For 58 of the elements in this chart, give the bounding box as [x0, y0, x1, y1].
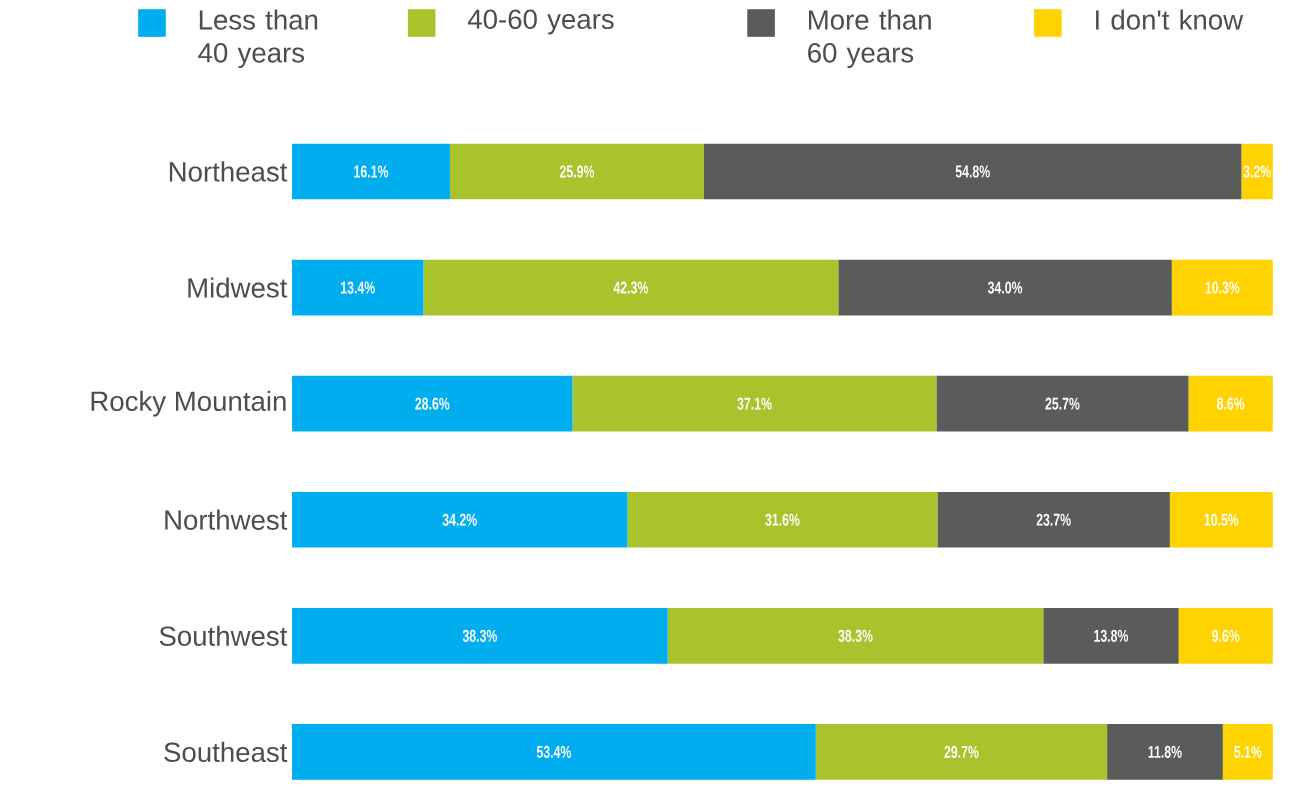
- data-label: 25.7%: [1045, 397, 1080, 410]
- bar: [627, 491, 938, 548]
- data-label: 10.3%: [1205, 281, 1240, 294]
- bar: [838, 259, 1172, 316]
- data-label: 9.6%: [1212, 629, 1240, 642]
- data-label: 31.6%: [765, 513, 800, 526]
- data-label: 3.2%: [1243, 165, 1271, 178]
- data-label: 42.3%: [613, 281, 649, 294]
- data-label: 34.2%: [442, 513, 477, 526]
- y-tick-label: Southeast: [164, 741, 288, 763]
- bar: [1169, 491, 1273, 548]
- data-label: 13.8%: [1094, 629, 1129, 642]
- data-label: 10.5%: [1204, 513, 1239, 526]
- bar: [292, 491, 628, 548]
- y-tick-label: Midwest: [188, 277, 288, 298]
- y-tick-label: Rocky Mountain: [91, 390, 286, 417]
- bar: [292, 724, 816, 780]
- bar: [292, 143, 450, 200]
- data-label: 38.3%: [838, 629, 873, 642]
- data-label: 53.4%: [536, 745, 572, 758]
- data-label: 11.8%: [1148, 745, 1182, 758]
- y-tick-label: Southwest: [159, 625, 288, 646]
- bar: [292, 259, 424, 316]
- data-label: 37.1%: [737, 397, 772, 410]
- bar: [572, 375, 937, 432]
- data-label: 13.4%: [341, 281, 375, 294]
- data-label: 29.7%: [944, 745, 979, 758]
- bar: [1241, 143, 1273, 200]
- bar: [1043, 607, 1179, 664]
- legend-label: Less than 40 years: [198, 9, 318, 69]
- bar: [937, 491, 1170, 548]
- bar: [815, 724, 1108, 780]
- data-label: 38.3%: [462, 629, 498, 642]
- data-label: 23.7%: [1036, 513, 1071, 526]
- bar: [667, 607, 1044, 664]
- legend-label: More than 60 years: [808, 9, 931, 69]
- legend-label: 40-60 years: [467, 9, 614, 35]
- bar: [703, 143, 1242, 200]
- bar: [292, 607, 668, 664]
- legend-label: I don't know: [1096, 9, 1244, 30]
- bar: [423, 259, 839, 316]
- bar: [292, 375, 573, 432]
- data-label: 5.1%: [1234, 745, 1262, 758]
- y-tick-label: Northwest: [165, 509, 288, 530]
- data-label: 34.0%: [987, 281, 1023, 294]
- data-label: 25.9%: [559, 165, 595, 178]
- bar: [936, 375, 1189, 432]
- data-label: 54.8%: [955, 165, 990, 178]
- bar: [449, 143, 704, 200]
- data-label: 28.6%: [415, 397, 450, 410]
- bar: [1107, 724, 1223, 780]
- y-tick-label: Northeast: [169, 161, 288, 182]
- bar: [1222, 724, 1273, 780]
- bar: [1171, 259, 1273, 316]
- bar: [1178, 607, 1273, 664]
- data-label: 16.1%: [354, 165, 389, 178]
- data-label: 8.6%: [1217, 397, 1245, 410]
- bar: [1188, 375, 1273, 432]
